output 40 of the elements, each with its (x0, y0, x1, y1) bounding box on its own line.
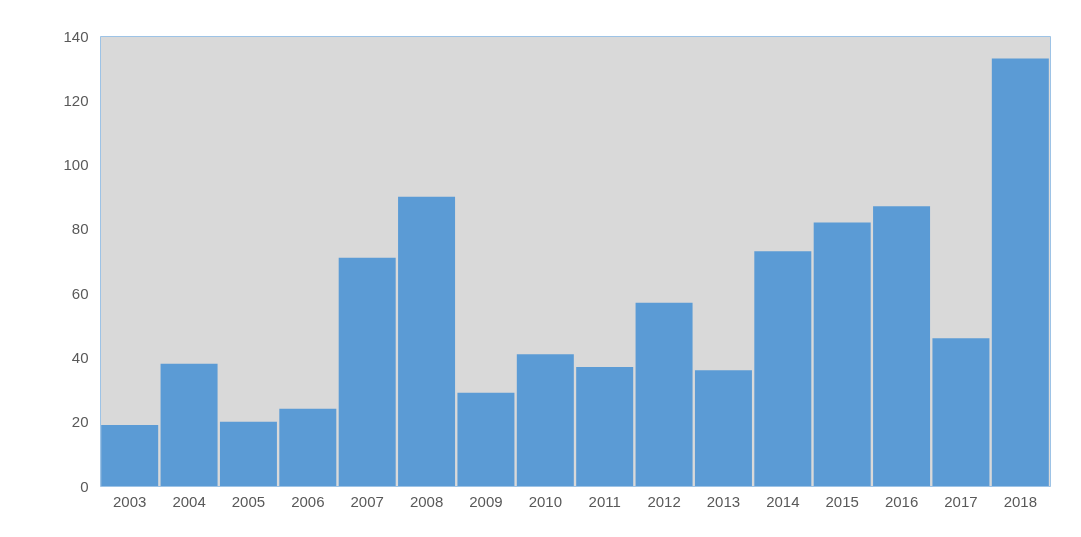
bar (398, 196, 456, 486)
bar (635, 302, 693, 486)
bar (991, 58, 1049, 486)
x-tick-label: 2017 (944, 492, 978, 510)
y-tick-label: 0 (80, 477, 89, 495)
bar (932, 338, 990, 486)
x-tick-label: 2004 (172, 492, 206, 510)
bar (457, 392, 515, 486)
bar (219, 421, 277, 486)
bar (873, 206, 931, 486)
bar (160, 363, 218, 486)
x-tick-label: 2009 (469, 492, 503, 510)
bar (754, 251, 812, 486)
x-tick-label: 2003 (113, 492, 147, 510)
x-tick-label: 2005 (231, 492, 266, 510)
x-tick-label: 2012 (647, 492, 681, 510)
y-tick-label: 60 (71, 284, 89, 302)
x-tick-label: 2013 (706, 492, 741, 510)
y-tick-label: 120 (63, 91, 89, 109)
y-tick-label: 40 (71, 348, 89, 366)
x-tick-label: 2008 (409, 492, 444, 510)
x-tick-label: 2016 (884, 492, 919, 510)
y-tick-label: 100 (63, 156, 89, 174)
bar (338, 257, 396, 486)
x-tick-label: 2011 (588, 492, 621, 510)
bar (101, 424, 159, 486)
bar (279, 408, 337, 486)
bar (813, 222, 871, 486)
bar (576, 367, 634, 486)
bar (516, 354, 574, 486)
x-tick-label: 2018 (1003, 492, 1037, 510)
bar (694, 370, 752, 486)
x-tick-label: 2010 (528, 492, 562, 510)
x-tick-label: 2015 (825, 492, 859, 510)
y-tick-label: 140 (63, 27, 89, 45)
x-tick-label: 2006 (291, 492, 325, 510)
y-tick-label: 80 (71, 220, 89, 238)
x-tick-label: 2007 (350, 492, 384, 510)
y-tick-label: 20 (71, 413, 89, 431)
x-tick-label: 2014 (766, 492, 800, 510)
